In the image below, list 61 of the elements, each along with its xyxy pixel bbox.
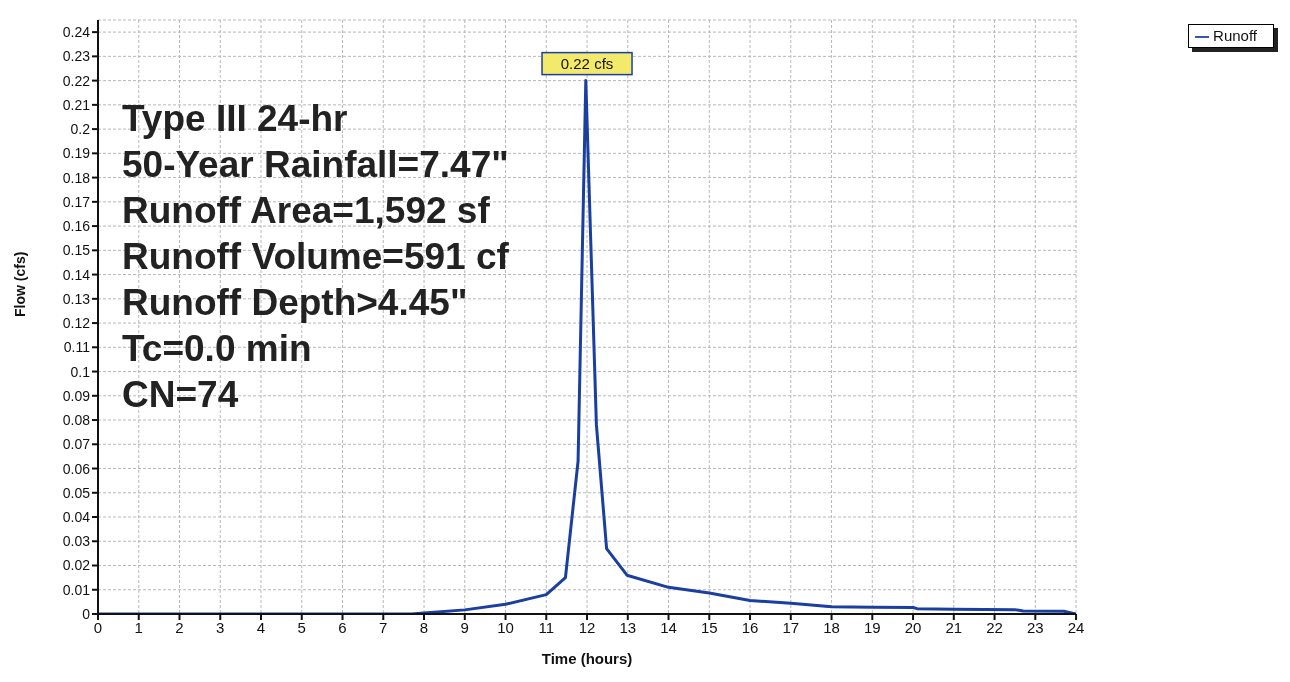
y-tick-label: 0.23	[62, 48, 91, 65]
y-tick-label: 0.16	[62, 218, 91, 235]
x-tick-label: 11	[538, 618, 555, 636]
y-tick-label: 0.22	[62, 72, 91, 89]
x-tick-label: 16	[741, 618, 759, 636]
y-tick-label: 0.03	[62, 533, 91, 550]
y-axis-title: Flow (cfs)	[11, 251, 28, 317]
y-tick-label: 0.11	[63, 339, 91, 356]
y-tick-label: 0.04	[62, 508, 91, 525]
x-tick-label: 1	[134, 618, 143, 636]
x-tick-label: 6	[338, 618, 347, 636]
annotation: Runoff Area=1,592 sf	[122, 189, 491, 233]
y-tick-label: 0.19	[62, 145, 91, 162]
y-tick-label: 0.07	[62, 436, 91, 453]
y-tick-label: 0.17	[62, 193, 91, 210]
x-tick-label: 23	[1026, 618, 1044, 636]
x-tick-label: 10	[497, 618, 514, 636]
x-tick-label: 18	[823, 618, 840, 636]
y-tick-label: 0.1	[70, 363, 91, 380]
x-axis-title: Time (hours)	[541, 650, 633, 667]
annotation: Runoff Depth>4.45"	[122, 281, 469, 325]
y-tick-label: 0	[82, 605, 91, 622]
y-tick-label: 0.14	[62, 266, 91, 283]
y-tick-label: 0.05	[62, 484, 91, 501]
annotation: 50-Year Rainfall=7.47"	[122, 143, 509, 187]
y-tick-label: 0.15	[62, 242, 91, 259]
y-tick-label: 0.12	[62, 315, 91, 332]
x-tick-label: 5	[297, 618, 306, 636]
annotation: CN=74	[122, 373, 240, 417]
y-tick-label: 0.24	[62, 24, 91, 41]
x-tick-label: 17	[782, 618, 800, 636]
y-tick-label: 0.09	[62, 387, 91, 404]
x-tick-label: 7	[379, 618, 388, 636]
x-tick-label: 9	[460, 618, 469, 636]
x-tick-label: 12	[578, 618, 596, 636]
annotation: Type III 24-hr	[122, 97, 349, 141]
x-tick-label: 13	[619, 618, 637, 636]
x-tick-label: 22	[986, 618, 1003, 636]
x-tick-label: 2	[175, 618, 184, 636]
annotation: Tc=0.0 min	[122, 327, 313, 371]
x-tick-label: 21	[945, 618, 963, 636]
annotation: Runoff Volume=591 cf	[122, 235, 509, 279]
x-tick-label: 20	[904, 618, 922, 636]
x-tick-label: 15	[700, 618, 718, 636]
x-tick-label: 24	[1067, 618, 1085, 636]
y-tick-label: 0.13	[62, 290, 91, 307]
x-tick-label: 3	[216, 618, 225, 636]
y-tick-label: 0.08	[62, 412, 91, 429]
y-tick-label: 0.2	[70, 121, 91, 138]
y-tick-label: 0.18	[62, 169, 91, 186]
annotation: 0.22 cfs	[560, 54, 614, 72]
x-tick-label: 8	[419, 618, 429, 636]
legend-label: Runoff	[1213, 27, 1257, 44]
y-tick-label: 0.01	[62, 581, 91, 598]
x-tick-label: 14	[660, 618, 677, 636]
x-tick-label: 0	[93, 618, 103, 636]
y-tick-label: 0.02	[62, 557, 91, 574]
y-tick-label: 0.21	[62, 96, 91, 113]
x-tick-label: 19	[863, 618, 881, 636]
y-tick-label: 0.06	[62, 460, 91, 477]
x-tick-label: 4	[256, 618, 266, 636]
